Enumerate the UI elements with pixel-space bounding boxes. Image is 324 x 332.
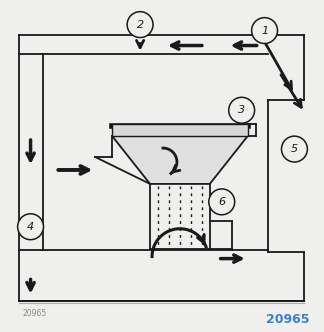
Circle shape: [252, 18, 277, 43]
Text: 4: 4: [27, 222, 34, 232]
Polygon shape: [112, 136, 248, 184]
Circle shape: [127, 12, 153, 38]
Circle shape: [282, 136, 307, 162]
Bar: [112, 124, 248, 136]
Text: 6: 6: [218, 197, 225, 207]
Text: 2: 2: [136, 20, 144, 30]
Text: 1: 1: [261, 26, 268, 36]
Circle shape: [209, 189, 235, 215]
Text: 3: 3: [238, 105, 245, 115]
Text: 20965: 20965: [23, 309, 47, 318]
Text: 20965: 20965: [266, 313, 309, 326]
Circle shape: [17, 214, 43, 240]
Circle shape: [229, 97, 255, 123]
Text: 5: 5: [291, 144, 298, 154]
